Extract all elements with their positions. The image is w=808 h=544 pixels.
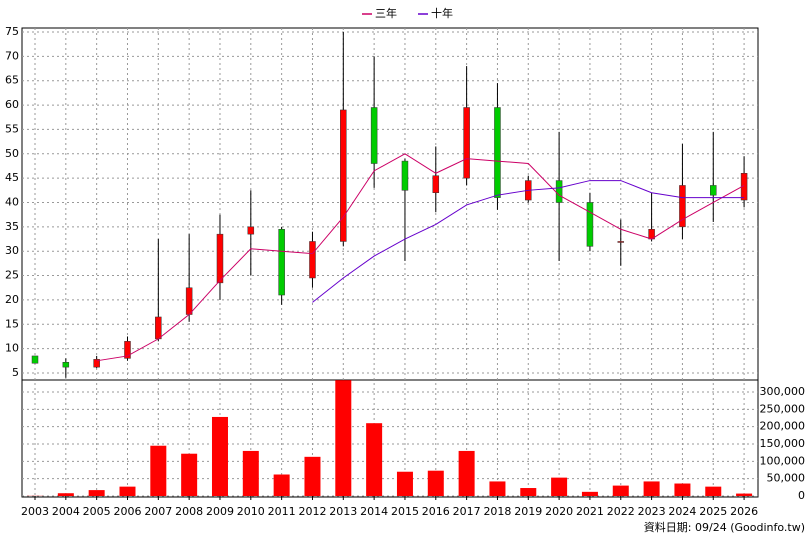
x-tick-label: 2021 [576,505,604,518]
y2-tick-label: 150,000 [760,437,806,450]
y-tick-label: 30 [5,244,19,257]
candle-body [186,288,192,315]
x-tick-label: 2008 [175,505,203,518]
x-tick-label: 2007 [144,505,172,518]
volume-bar [397,472,413,496]
candle-body [248,227,254,234]
x-tick-label: 2025 [699,505,727,518]
y2-tick-label: 250,000 [760,402,806,415]
candle-body [494,107,500,197]
y-tick-label: 5 [12,366,19,379]
candle-body [371,107,377,163]
candle-body [309,241,315,278]
y-tick-label: 75 [5,25,19,38]
x-tick-label: 2014 [360,505,388,518]
legend-label: 十年 [431,6,453,20]
volume-bar [304,457,320,496]
volume-bar [489,481,505,496]
x-tick-label: 2020 [545,505,573,518]
volume-bar [428,471,444,496]
y-tick-label: 10 [5,342,19,355]
x-tick-label: 2022 [607,505,635,518]
y2-tick-label: 0 [798,489,805,502]
y2-tick-label: 100,000 [760,454,806,467]
x-tick-label: 2009 [206,505,234,518]
volume-bar [119,487,135,496]
y-tick-label: 40 [5,195,19,208]
y-tick-label: 50 [5,147,19,160]
x-tick-label: 2013 [329,505,357,518]
volume-bar [335,380,351,496]
x-tick-label: 2017 [453,505,481,518]
source-note: 資料日期: 09/24 (Goodinfo.tw) [644,520,805,534]
y-tick-label: 55 [5,122,19,135]
x-tick-label: 2005 [83,505,111,518]
volume-bar [736,494,752,496]
candle-body [464,107,470,178]
x-tick-label: 2015 [391,505,419,518]
volume-bar [58,493,74,496]
y-tick-label: 60 [5,98,19,111]
x-tick-label: 2016 [422,505,450,518]
y-tick-label: 20 [5,293,19,306]
x-tick-label: 2023 [638,505,666,518]
volume-bar [459,451,475,496]
y-tick-label: 70 [5,49,19,62]
x-tick-label: 2024 [668,505,696,518]
y-tick-label: 35 [5,220,19,233]
volume-bar [520,488,536,496]
y-tick-label: 65 [5,74,19,87]
volume-bar [705,487,721,496]
x-tick-label: 2019 [514,505,542,518]
x-tick-label: 2011 [268,505,296,518]
candle-body [32,356,38,363]
volume-bar [366,423,382,496]
candle-body [618,241,624,242]
volume-bar [644,481,660,496]
candle-body [433,176,439,193]
volume-bar [243,451,259,496]
y-tick-label: 15 [5,317,19,330]
candle-body [710,185,716,195]
candle-body [340,110,346,242]
x-tick-label: 2006 [113,505,141,518]
volume-bar [212,417,228,496]
x-tick-label: 2010 [237,505,265,518]
y2-tick-label: 300,000 [760,385,806,398]
volume-bar [181,454,197,496]
volume-bar [674,484,690,496]
y2-tick-label: 50,000 [767,472,806,485]
x-tick-label: 2012 [298,505,326,518]
volume-bar [613,486,629,496]
candle-body [63,362,69,367]
volume-bar [582,492,598,496]
y-tick-label: 45 [5,171,19,184]
candle-body [217,234,223,283]
candle-body [155,317,161,339]
x-tick-label: 2026 [730,505,758,518]
volume-bar [89,490,105,496]
y2-tick-label: 200,000 [760,420,806,433]
candle-body [279,229,285,295]
volume-bar [274,475,290,496]
legend-label: 三年 [375,6,397,20]
x-tick-label: 2004 [52,505,80,518]
y-tick-label: 25 [5,269,19,282]
candle-body [556,181,562,203]
x-tick-label: 2018 [483,505,511,518]
x-tick-label: 2003 [21,505,49,518]
volume-bar [150,446,166,496]
candle-body [587,202,593,246]
candle-body [402,161,408,190]
volume-bar [551,478,567,496]
